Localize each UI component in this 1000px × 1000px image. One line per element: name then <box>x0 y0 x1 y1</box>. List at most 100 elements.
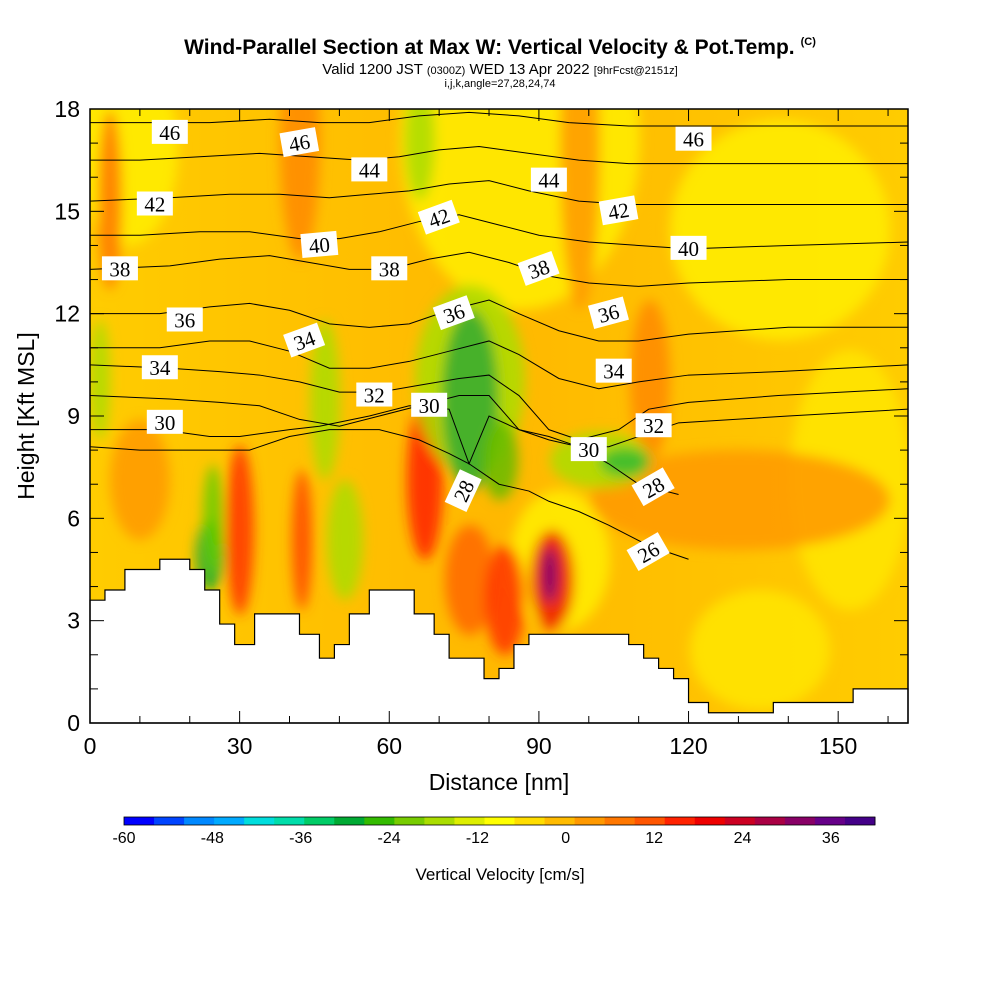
valid-date: WED 13 Apr 2022 <box>469 61 590 78</box>
y-tick-label: 0 <box>67 710 80 736</box>
y-tick-label: 9 <box>67 403 80 429</box>
y-tick-label: 15 <box>54 198 80 224</box>
contour-label-42: 42 <box>417 199 460 235</box>
valid-utc: (0300Z) <box>426 65 466 77</box>
contour-label-text: 38 <box>379 257 400 281</box>
contour-label-46: 46 <box>151 119 188 145</box>
colorbar-swatch <box>154 817 185 825</box>
colorbar-swatch <box>604 817 636 825</box>
colorbar-tick-label: -60 <box>112 830 135 847</box>
contour-label-text: 32 <box>364 384 385 408</box>
contour-label-30: 30 <box>411 392 448 418</box>
colorbar-tick-label: 36 <box>822 830 840 847</box>
colorbar-tick-label: -24 <box>377 830 400 847</box>
field-blobs <box>90 109 908 710</box>
contour-label-text: 46 <box>683 128 704 152</box>
colorbar-swatch <box>364 817 395 825</box>
isentrope-44 <box>90 146 908 165</box>
x-axis-label: Distance [nm] <box>429 769 570 795</box>
contour-label-text: 44 <box>359 158 381 182</box>
x-tick-label: 120 <box>669 733 707 759</box>
chart-title: Wind-Parallel Section at Max W: Vertical… <box>0 36 1000 60</box>
contour-label-36: 36 <box>166 307 203 332</box>
colorbar-swatch <box>544 817 576 825</box>
x-tick-label: 60 <box>376 733 402 759</box>
colorbar-tick-label: 12 <box>645 830 663 847</box>
colorbar-swatch <box>694 817 726 825</box>
colorbar: -60 -48 -36 -24 -12 0 12 24 36 Vertical Velocity … <box>112 816 876 884</box>
colorbar-tick-label: -36 <box>289 830 312 847</box>
colorbar-swatch <box>574 817 606 825</box>
x-tick-label: 90 <box>526 733 552 759</box>
contour-label-text: 40 <box>678 237 699 261</box>
isentrope-42 <box>90 180 908 206</box>
contour-label-text: 42 <box>606 198 631 225</box>
colorbar-swatch <box>634 817 666 825</box>
contour-label-40: 40 <box>300 230 339 259</box>
colorbar-title: Vertical Velocity [cm/s] <box>415 865 584 884</box>
colorbar-swatch <box>724 817 756 825</box>
contour-label-text: 32 <box>643 414 664 438</box>
colorbar-swatch <box>754 817 786 825</box>
colorbar-frame <box>123 816 876 826</box>
colorbar-swatch <box>814 817 846 825</box>
contour-label-text: 30 <box>154 411 175 435</box>
contour-label-text: 36 <box>174 308 195 332</box>
colorbar-swatch <box>214 817 245 825</box>
contour-label-38: 38 <box>101 256 138 281</box>
contour-label-30: 30 <box>146 409 183 435</box>
y-tick-label: 18 <box>54 96 80 122</box>
colorbar-swatch <box>454 817 485 825</box>
contour-label-36: 36 <box>587 296 629 329</box>
contour-label-text: 34 <box>149 356 171 380</box>
contour-label-text: 38 <box>109 257 130 281</box>
chart-subtitle: Valid 1200 JST (0300Z) WED 13 Apr 2022 [… <box>0 61 1000 78</box>
contour-label-46: 46 <box>279 127 320 158</box>
contour-label-38: 38 <box>517 250 560 286</box>
contour-label-text: 42 <box>144 193 165 217</box>
contour-label-text: 30 <box>419 394 440 418</box>
colorbar-tick-label: -48 <box>201 830 224 847</box>
contour-label-34: 34 <box>595 358 632 384</box>
colorbar-swatch <box>304 817 335 825</box>
contour-label-32: 32 <box>635 413 672 438</box>
y-tick-label: 3 <box>67 608 80 634</box>
contour-label-text: 46 <box>287 129 312 156</box>
colorbar-swatch <box>424 817 455 825</box>
terrain-mask <box>89 558 909 724</box>
grid-indices: i,j,k,angle=27,28,24,74 <box>444 78 556 90</box>
colorbar-tick-label: 24 <box>734 830 752 847</box>
y-tick-label: 6 <box>67 505 80 531</box>
contour-label-text: 40 <box>308 233 331 259</box>
colorbar-tick-label: -12 <box>466 830 489 847</box>
copyright-mark: (C) <box>800 36 816 48</box>
isentrope-38 <box>90 251 908 287</box>
contour-label-34: 34 <box>283 322 326 358</box>
forecast-info: [9hrFcst@2151z] <box>593 65 678 77</box>
y-tick-label: 12 <box>54 301 80 327</box>
contour-label-text: 44 <box>538 169 560 193</box>
contour-label-46: 46 <box>675 126 712 152</box>
isentrope-32 <box>90 364 908 441</box>
vertical-velocity-field <box>90 109 908 723</box>
isentrope-26 <box>90 429 689 560</box>
isentrope-34 <box>90 340 908 390</box>
colorbar-swatch <box>274 817 305 825</box>
contour-label-42: 42 <box>136 191 173 217</box>
contour-label-text: 34 <box>603 360 625 384</box>
colorbar-swatch <box>784 817 816 825</box>
colorbar-swatch <box>334 817 365 825</box>
contour-label-text: 30 <box>578 438 599 462</box>
contour-label-36: 36 <box>432 295 475 331</box>
y-axis-label: Height [Kft MSL] <box>13 332 39 499</box>
contour-label-38: 38 <box>371 256 408 281</box>
colorbar-swatch <box>664 817 696 825</box>
x-tick-label: 0 <box>84 733 97 759</box>
x-tick-label: 150 <box>819 733 857 759</box>
isentrope-46 <box>90 111 908 127</box>
contour-label-44: 44 <box>351 157 388 182</box>
contour-label-42: 42 <box>598 195 639 226</box>
